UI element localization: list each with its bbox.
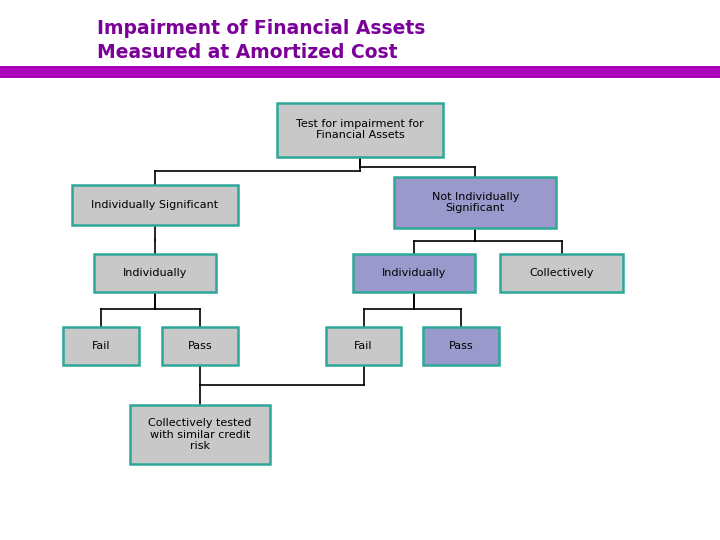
FancyBboxPatch shape: [94, 254, 216, 292]
FancyBboxPatch shape: [325, 327, 402, 364]
FancyBboxPatch shape: [500, 254, 623, 292]
Text: Collectively tested
with similar credit
risk: Collectively tested with similar credit …: [148, 418, 252, 451]
Text: Pass: Pass: [188, 341, 212, 350]
Text: Pass: Pass: [449, 341, 473, 350]
Text: Not Individually
Significant: Not Individually Significant: [431, 192, 519, 213]
Text: Fail: Fail: [91, 341, 110, 350]
FancyBboxPatch shape: [130, 405, 271, 464]
Text: Individually: Individually: [382, 268, 446, 278]
Text: Test for impairment for
Financial Assets: Test for impairment for Financial Assets: [296, 119, 424, 140]
FancyBboxPatch shape: [63, 327, 138, 364]
FancyBboxPatch shape: [423, 327, 498, 364]
Text: Individually Significant: Individually Significant: [91, 200, 218, 210]
FancyBboxPatch shape: [72, 185, 238, 226]
Text: Collectively: Collectively: [529, 268, 594, 278]
FancyBboxPatch shape: [395, 177, 556, 228]
Text: Impairment of Financial Assets
Measured at Amortized Cost: Impairment of Financial Assets Measured …: [97, 19, 426, 62]
FancyBboxPatch shape: [277, 103, 443, 157]
Text: Individually: Individually: [122, 268, 187, 278]
Text: Fail: Fail: [354, 341, 373, 350]
FancyBboxPatch shape: [353, 254, 475, 292]
FancyBboxPatch shape: [163, 327, 238, 364]
FancyBboxPatch shape: [0, 66, 720, 78]
